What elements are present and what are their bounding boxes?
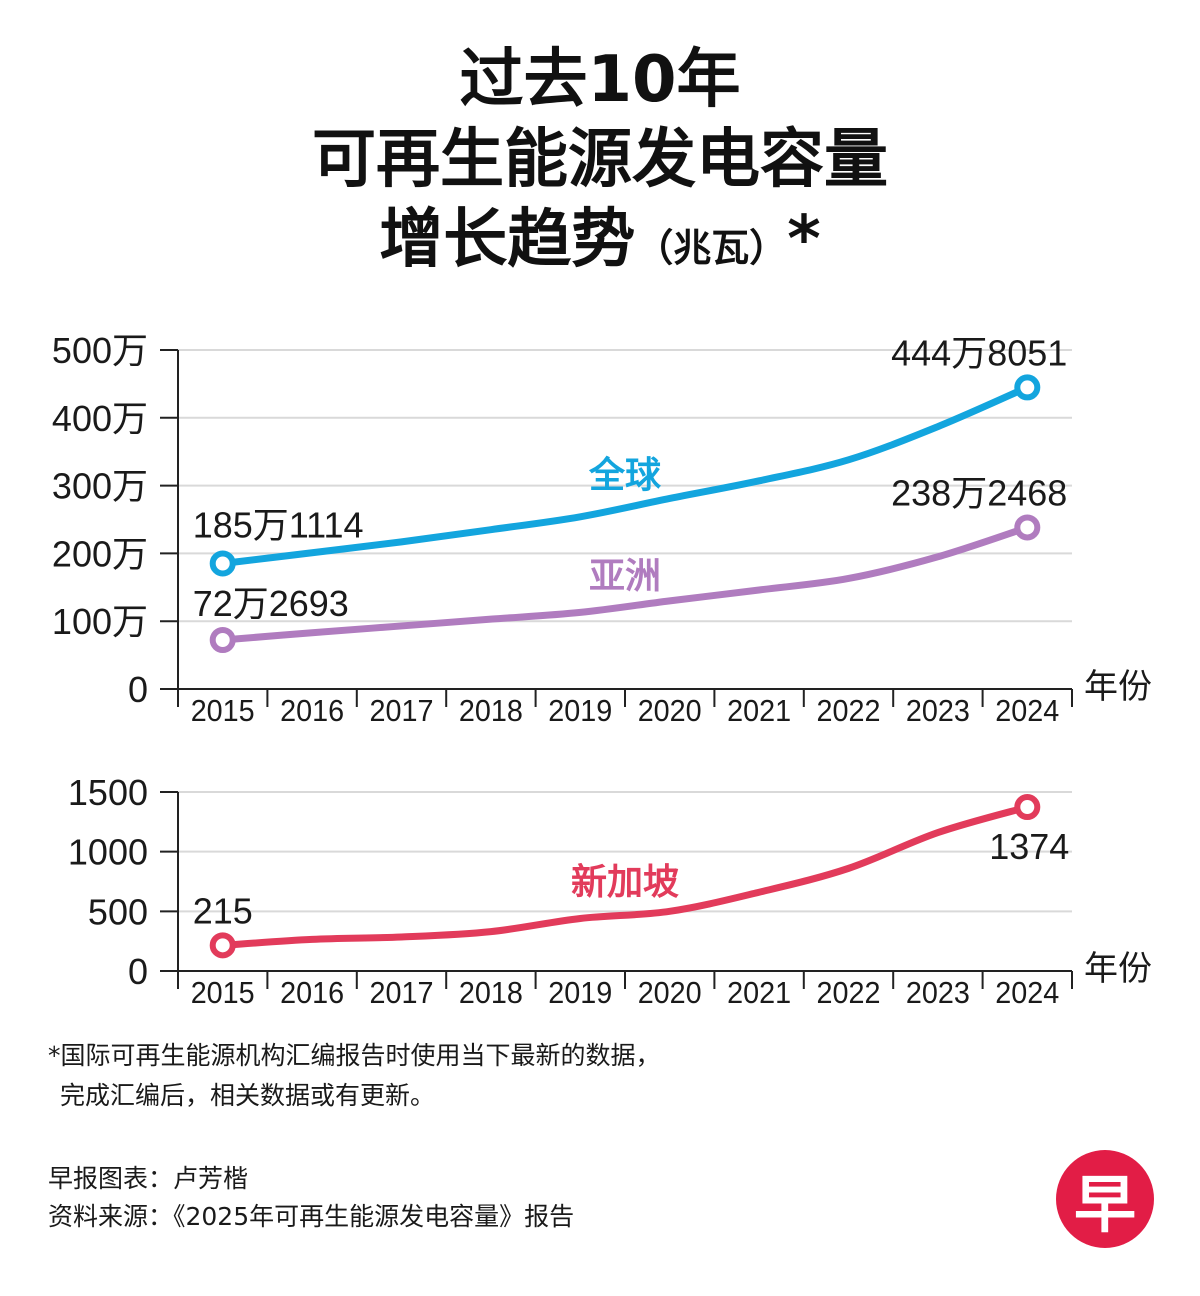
series-name-label: 亚洲 — [589, 556, 661, 597]
data-label-first: 185万1114 — [193, 504, 364, 545]
x-tick-label: 2017 — [370, 693, 434, 728]
y-tick-label: 1000 — [68, 832, 148, 873]
x-axis-label: 年份 — [1084, 668, 1152, 706]
x-tick-label: 2022 — [817, 693, 881, 728]
y-tick-label: 400万 — [52, 398, 148, 439]
series-line-全球 — [219, 383, 1031, 567]
y-tick-label: 0 — [128, 951, 148, 992]
x-tick-label: 2016 — [280, 975, 344, 1010]
y-tick-label: 0 — [128, 669, 148, 710]
data-point-marker — [209, 627, 236, 654]
credits: 早报图表：卢芳楷 资料来源：《2025年可再生能源发电容量》报告 — [48, 1160, 574, 1236]
x-tick-label: 2018 — [459, 975, 523, 1010]
series-name-label: 新加坡 — [571, 862, 679, 903]
data-point-marker — [1014, 794, 1041, 821]
source-credit: 资料来源：《2025年可再生能源发电容量》报告 — [48, 1202, 575, 1231]
series-line-亚洲 — [219, 523, 1031, 644]
y-tick-label: 1500 — [68, 772, 148, 813]
footnote-line-1: *国际可再生能源机构汇编报告时使用当下最新的数据， — [48, 1041, 661, 1070]
chart-credit: 早报图表：卢芳楷 — [48, 1164, 249, 1193]
x-tick-label: 2019 — [548, 975, 612, 1010]
x-tick-label: 2015 — [191, 975, 255, 1010]
data-point-marker — [209, 932, 236, 959]
x-tick-label: 2020 — [638, 693, 702, 728]
data-point-marker — [1014, 514, 1041, 541]
title-line-2: 可再生能源发电容量 — [312, 123, 888, 197]
title-line-1: 过去10年 — [459, 43, 741, 117]
x-tick-label: 2022 — [817, 975, 881, 1010]
series-line-新加坡 — [219, 803, 1031, 949]
x-tick-label: 2018 — [459, 693, 523, 728]
data-label-first: 72万2693 — [193, 583, 349, 624]
chart-title: 过去10年 可再生能源发电容量 增长趋势（兆瓦）* — [0, 40, 1200, 288]
title-line-3-text: 增长趋势 — [379, 203, 636, 277]
footnote-line-2: 完成汇编后，相关数据或有更新。 — [60, 1081, 436, 1110]
data-point-marker — [209, 550, 236, 577]
x-axis-label: 年份 — [1084, 950, 1152, 988]
title-unit: （兆瓦） — [635, 226, 788, 270]
logo-text: 早 — [1073, 1168, 1136, 1241]
x-tick-label: 2020 — [638, 975, 702, 1010]
y-tick-label: 200万 — [52, 533, 148, 574]
x-tick-label: 2019 — [548, 693, 612, 728]
data-label-last: 1374 — [989, 826, 1069, 867]
y-tick-label: 500万 — [52, 330, 148, 371]
footnote: *国际可再生能源机构汇编报告时使用当下最新的数据， 完成汇编后，相关数据或有更新… — [48, 1036, 661, 1116]
x-tick-label: 2021 — [727, 693, 791, 728]
title-star: * — [787, 203, 821, 277]
x-tick-label: 2024 — [995, 975, 1059, 1010]
data-point-marker — [1014, 374, 1041, 401]
x-tick-label: 2023 — [906, 975, 970, 1010]
zaobao-logo: 早 — [1056, 1150, 1154, 1248]
x-tick-label: 2016 — [280, 693, 344, 728]
data-label-last: 444万8051 — [891, 332, 1067, 373]
series-name-label: 全球 — [588, 454, 662, 496]
y-tick-label: 100万 — [52, 601, 148, 642]
x-tick-label: 2024 — [995, 693, 1059, 728]
data-label-last: 238万2468 — [891, 472, 1067, 513]
x-tick-label: 2017 — [370, 975, 434, 1010]
x-tick-label: 2023 — [906, 693, 970, 728]
y-tick-label: 500 — [88, 891, 148, 932]
x-tick-label: 2021 — [727, 975, 791, 1010]
data-label-first: 215 — [193, 890, 253, 931]
x-tick-label: 2015 — [191, 693, 255, 728]
title-line-3: 增长趋势（兆瓦）* — [0, 200, 1200, 288]
y-tick-label: 300万 — [52, 466, 148, 507]
